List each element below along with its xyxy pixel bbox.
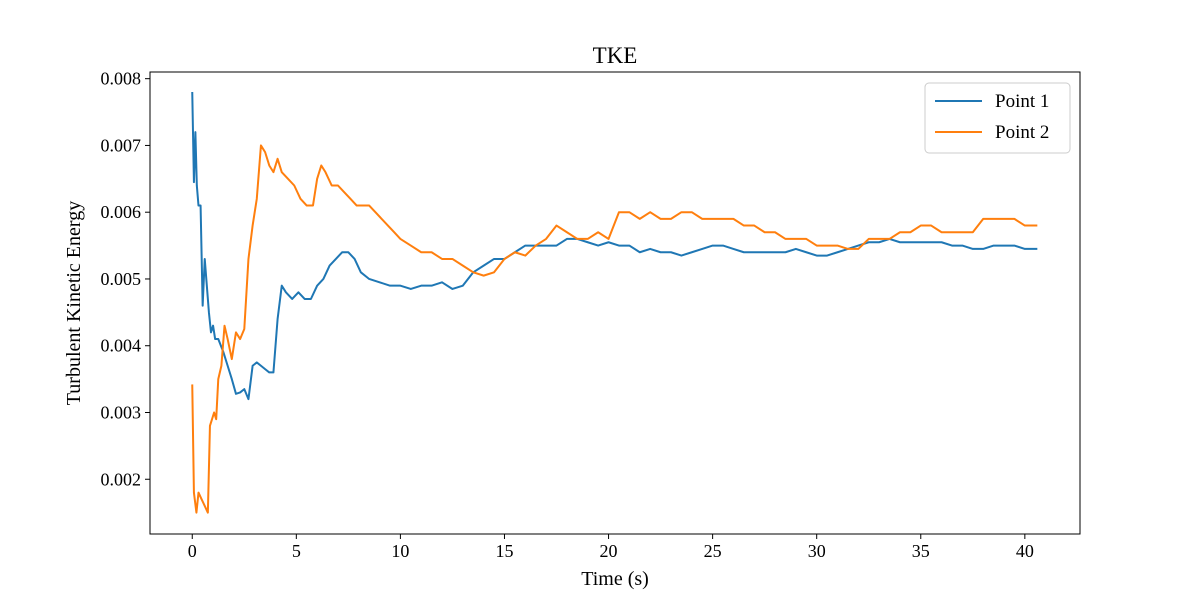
y-tick-label: 0.006 <box>101 202 142 222</box>
x-tick-label: 15 <box>495 541 513 561</box>
y-tick-label: 0.002 <box>101 469 142 489</box>
y-tick-label: 0.005 <box>101 269 142 289</box>
x-tick-label: 35 <box>912 541 930 561</box>
x-tick-label: 40 <box>1016 541 1034 561</box>
x-tick-label: 25 <box>704 541 722 561</box>
legend-label-point-2: Point 2 <box>995 122 1049 143</box>
series-line-point-2 <box>191 144 1038 514</box>
y-tick-label: 0.008 <box>101 69 142 89</box>
chart-title: TKE <box>593 43 638 68</box>
x-tick-label: 5 <box>292 541 301 561</box>
x-tick-label: 30 <box>808 541 826 561</box>
y-tick-label: 0.004 <box>101 336 142 356</box>
x-tick-label: 20 <box>600 541 618 561</box>
series-line-point-1 <box>191 92 1038 401</box>
x-axis-title: Time (s) <box>581 568 649 590</box>
y-tick-label: 0.007 <box>101 135 142 155</box>
x-axis-ticks: 0 5 10 15 20 25 30 35 40 <box>188 534 1034 561</box>
legend-label-point-1: Point 1 <box>995 91 1049 112</box>
legend: Point 1 Point 2 <box>924 82 1071 154</box>
x-tick-label: 0 <box>188 541 197 561</box>
y-axis-title: Turbulent Kinetic Energy <box>63 201 85 405</box>
y-tick-label: 0.003 <box>101 402 142 422</box>
plot-frame <box>149 71 1081 535</box>
x-tick-label: 10 <box>391 541 409 561</box>
y-axis-ticks: 0.002 0.003 0.004 0.005 0.006 0.007 0.008 <box>101 69 150 489</box>
plot-lines <box>191 92 1038 514</box>
